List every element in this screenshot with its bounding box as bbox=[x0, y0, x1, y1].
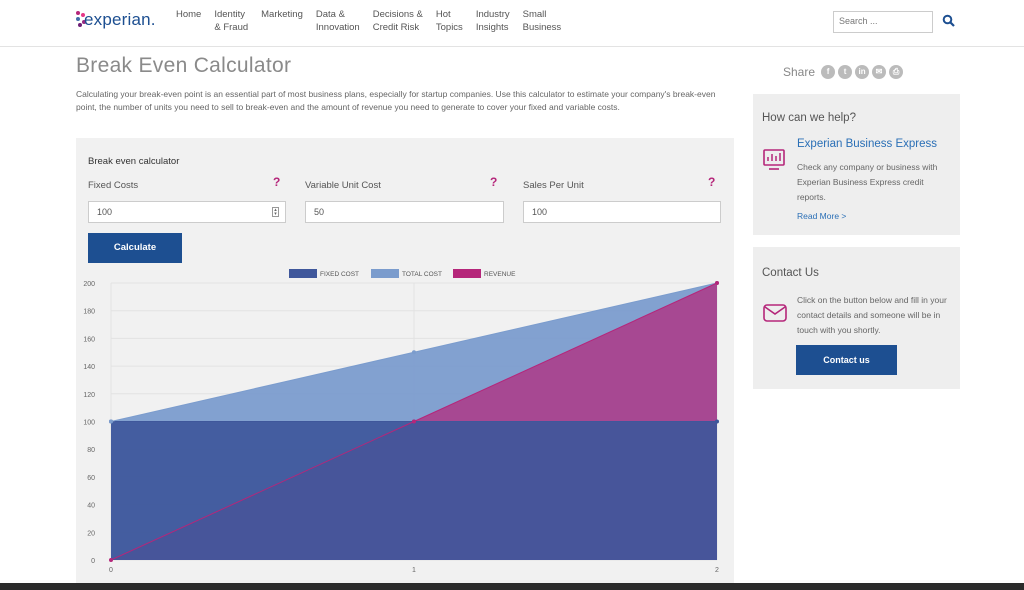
os-taskbar bbox=[0, 583, 1024, 590]
envelope-icon bbox=[763, 304, 787, 322]
print-icon[interactable]: ⎙ bbox=[889, 65, 904, 79]
data-point bbox=[109, 419, 113, 424]
sales-per-unit-label: Sales Per Unit bbox=[523, 180, 584, 191]
calculate-button[interactable]: Calculate bbox=[88, 233, 182, 263]
nav-item-data-innovation[interactable]: Data & Innovation bbox=[315, 9, 360, 33]
variable-unit-cost-value: 50 bbox=[314, 207, 325, 217]
legend-label: TOTAL COST bbox=[402, 271, 442, 278]
variable-unit-cost-label: Variable Unit Cost bbox=[305, 180, 381, 191]
contact-card-text: Click on the button below and fill in yo… bbox=[797, 295, 947, 335]
fixed-costs-value: 100 bbox=[97, 207, 113, 217]
x-tick-label: 0 bbox=[109, 567, 113, 574]
nav-item-hot-topics[interactable]: Hot Topics bbox=[435, 9, 463, 33]
intro-text: Calculating your break-even point is an … bbox=[76, 89, 716, 112]
calculator-heading: Break even calculator bbox=[88, 156, 180, 167]
share-label: Share bbox=[783, 65, 816, 79]
sales-per-unit-value: 100 bbox=[532, 207, 548, 217]
page-title: Break Even Calculator bbox=[76, 54, 292, 77]
main-nav: Home Identity & Fraud Marketing Data & I… bbox=[176, 8, 574, 34]
fixed-costs-help-icon[interactable]: ? bbox=[273, 175, 281, 189]
contact-card-title: Contact Us bbox=[762, 267, 819, 279]
legend-swatch bbox=[371, 269, 399, 278]
chart-monitor-icon bbox=[763, 149, 785, 170]
data-point bbox=[109, 558, 113, 562]
data-point bbox=[715, 281, 719, 285]
data-point bbox=[412, 419, 416, 424]
series-area-fixed-cost bbox=[111, 421, 717, 560]
experian-logo[interactable]: experian. bbox=[76, 8, 156, 36]
y-tick-label: 40 bbox=[87, 503, 95, 510]
help-card: How can we help? Experian Business Expre… bbox=[753, 94, 960, 235]
sales-per-unit-help-icon[interactable]: ? bbox=[708, 175, 716, 189]
nav-item-home[interactable]: Home bbox=[176, 9, 202, 20]
logo-text: experian. bbox=[84, 10, 156, 29]
email-icon[interactable]: ✉ bbox=[872, 65, 887, 79]
top-navigation-bar: experian. Home Identity & Fraud Marketin… bbox=[0, 0, 1024, 47]
nav-item-identity-fraud[interactable]: Identity & Fraud bbox=[214, 9, 249, 33]
legend-swatch bbox=[289, 269, 317, 278]
legend-label: FIXED COST bbox=[320, 271, 359, 278]
y-tick-label: 140 bbox=[83, 364, 95, 371]
legend-label: REVENUE bbox=[484, 271, 516, 278]
variable-unit-cost-input[interactable]: 50 bbox=[305, 201, 504, 223]
data-point bbox=[412, 350, 416, 355]
contact-card: Contact Us Click on the button below and… bbox=[753, 247, 960, 389]
fixed-costs-label: Fixed Costs bbox=[88, 180, 139, 191]
business-express-title[interactable]: Experian Business Express bbox=[797, 138, 937, 150]
twitter-icon[interactable]: t bbox=[838, 65, 853, 79]
y-tick-label: 200 bbox=[83, 281, 95, 288]
legend-swatch bbox=[453, 269, 481, 278]
y-tick-label: 60 bbox=[87, 475, 95, 482]
y-tick-label: 0 bbox=[91, 558, 95, 565]
share-bar: Share f t in ✉ ⎙ bbox=[783, 65, 906, 79]
search-input[interactable]: Search ... bbox=[833, 11, 933, 33]
facebook-icon[interactable]: f bbox=[821, 65, 836, 79]
x-tick-label: 2 bbox=[715, 567, 719, 574]
sales-per-unit-input[interactable]: 100 bbox=[523, 201, 721, 223]
nav-item-marketing[interactable]: Marketing bbox=[261, 9, 303, 20]
y-tick-label: 80 bbox=[87, 447, 95, 454]
y-tick-label: 120 bbox=[83, 392, 95, 399]
y-tick-label: 180 bbox=[83, 309, 95, 316]
help-card-title: How can we help? bbox=[762, 112, 856, 124]
nav-item-small-business[interactable]: Small Business bbox=[522, 9, 562, 33]
fixed-costs-input[interactable]: 100 ▴ ▾ bbox=[88, 201, 286, 223]
linkedin-icon[interactable]: in bbox=[855, 65, 870, 79]
search-icon[interactable] bbox=[942, 14, 956, 28]
nav-item-industry-insights[interactable]: Industry Insights bbox=[475, 9, 510, 33]
contact-us-button[interactable]: Contact us bbox=[796, 345, 897, 375]
x-tick-label: 1 bbox=[412, 567, 416, 574]
y-tick-label: 20 bbox=[87, 530, 95, 537]
business-express-text: Check any company or business with Exper… bbox=[797, 162, 938, 202]
variable-unit-cost-help-icon[interactable]: ? bbox=[490, 175, 498, 189]
stepper-icon[interactable]: ▴ ▾ bbox=[272, 207, 279, 217]
data-point bbox=[715, 419, 719, 424]
y-tick-label: 160 bbox=[83, 336, 95, 343]
read-more-link[interactable]: Read More > bbox=[797, 211, 847, 221]
nav-item-decisions-credit-risk[interactable]: Decisions & Credit Risk bbox=[372, 9, 423, 33]
y-tick-label: 100 bbox=[83, 420, 95, 427]
logo-dots-icon bbox=[76, 11, 86, 33]
break-even-chart: 0 20 40 60 80 100 120 140 160 180 200 0 1 2 FIXED COST… bbox=[83, 269, 719, 574]
